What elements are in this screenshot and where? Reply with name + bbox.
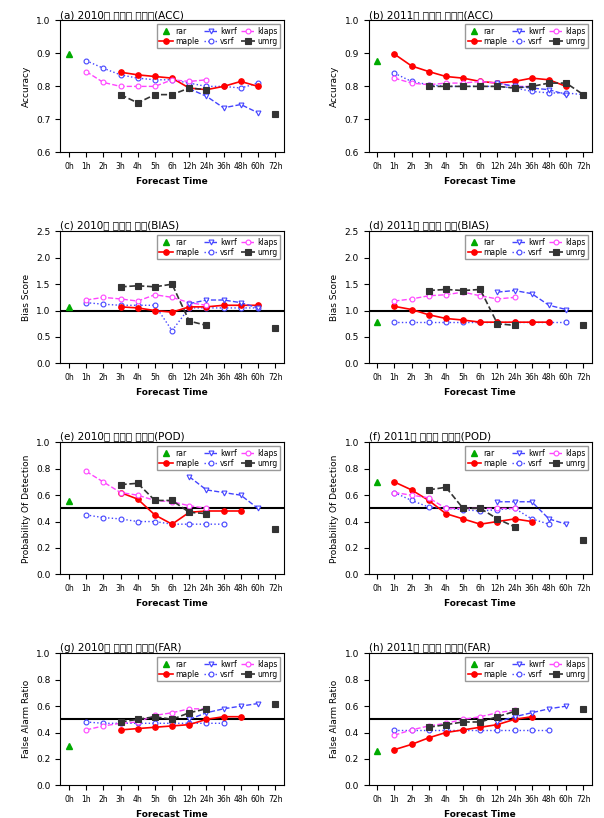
Legend: rar, maple, kwrf, vsrf, klaps, umrg: rar, maple, kwrf, vsrf, klaps, umrg (157, 657, 280, 681)
X-axis label: Forecast Time: Forecast Time (136, 388, 208, 397)
Legend: rar, maple, kwrf, vsrf, klaps, umrg: rar, maple, kwrf, vsrf, klaps, umrg (157, 447, 280, 470)
Y-axis label: Bias Score: Bias Score (22, 274, 31, 321)
X-axis label: Forecast Time: Forecast Time (445, 810, 516, 818)
Legend: rar, maple, kwrf, vsrf, klaps, umrg: rar, maple, kwrf, vsrf, klaps, umrg (465, 25, 588, 48)
Legend: rar, maple, kwrf, vsrf, klaps, umrg: rar, maple, kwrf, vsrf, klaps, umrg (465, 236, 588, 259)
Y-axis label: False Alarm Ratio: False Alarm Ratio (22, 681, 31, 758)
Text: (f) 2011년 여름철 탐지율(POD): (f) 2011년 여름철 탐지율(POD) (368, 432, 490, 442)
Text: (g) 2010년 여름철 오보율(FAR): (g) 2010년 여름철 오보율(FAR) (60, 643, 182, 653)
Y-axis label: Probability Of Detection: Probability Of Detection (330, 454, 339, 563)
Text: (b) 2011년 여름철 정확도(ACC): (b) 2011년 여름철 정확도(ACC) (368, 10, 493, 20)
Legend: rar, maple, kwrf, vsrf, klaps, umrg: rar, maple, kwrf, vsrf, klaps, umrg (465, 657, 588, 681)
Y-axis label: Bias Score: Bias Score (330, 274, 339, 321)
Text: (h) 2011년 여름철 오보율(FAR): (h) 2011년 여름철 오보율(FAR) (368, 643, 490, 653)
Y-axis label: Probability Of Detection: Probability Of Detection (22, 454, 31, 563)
X-axis label: Forecast Time: Forecast Time (445, 177, 516, 186)
Y-axis label: Accuracy: Accuracy (22, 65, 31, 107)
Text: (e) 2010년 여름철 탐지율(POD): (e) 2010년 여름철 탐지율(POD) (60, 432, 185, 442)
Text: (d) 2011년 여름철 편이(BIAS): (d) 2011년 여름철 편이(BIAS) (368, 221, 489, 231)
X-axis label: Forecast Time: Forecast Time (445, 599, 516, 608)
Legend: rar, maple, kwrf, vsrf, klaps, umrg: rar, maple, kwrf, vsrf, klaps, umrg (157, 236, 280, 259)
Y-axis label: Accuracy: Accuracy (330, 65, 339, 107)
Text: (a) 2010년 여름철 정확도(ACC): (a) 2010년 여름철 정확도(ACC) (60, 10, 184, 20)
X-axis label: Forecast Time: Forecast Time (136, 599, 208, 608)
X-axis label: Forecast Time: Forecast Time (445, 388, 516, 397)
X-axis label: Forecast Time: Forecast Time (136, 177, 208, 186)
Legend: rar, maple, kwrf, vsrf, klaps, umrg: rar, maple, kwrf, vsrf, klaps, umrg (157, 25, 280, 48)
Legend: rar, maple, kwrf, vsrf, klaps, umrg: rar, maple, kwrf, vsrf, klaps, umrg (465, 447, 588, 470)
Text: (c) 2010년 여름철 편이(BIAS): (c) 2010년 여름철 편이(BIAS) (60, 221, 179, 231)
Y-axis label: False Alarm Ratio: False Alarm Ratio (330, 681, 339, 758)
X-axis label: Forecast Time: Forecast Time (136, 810, 208, 818)
